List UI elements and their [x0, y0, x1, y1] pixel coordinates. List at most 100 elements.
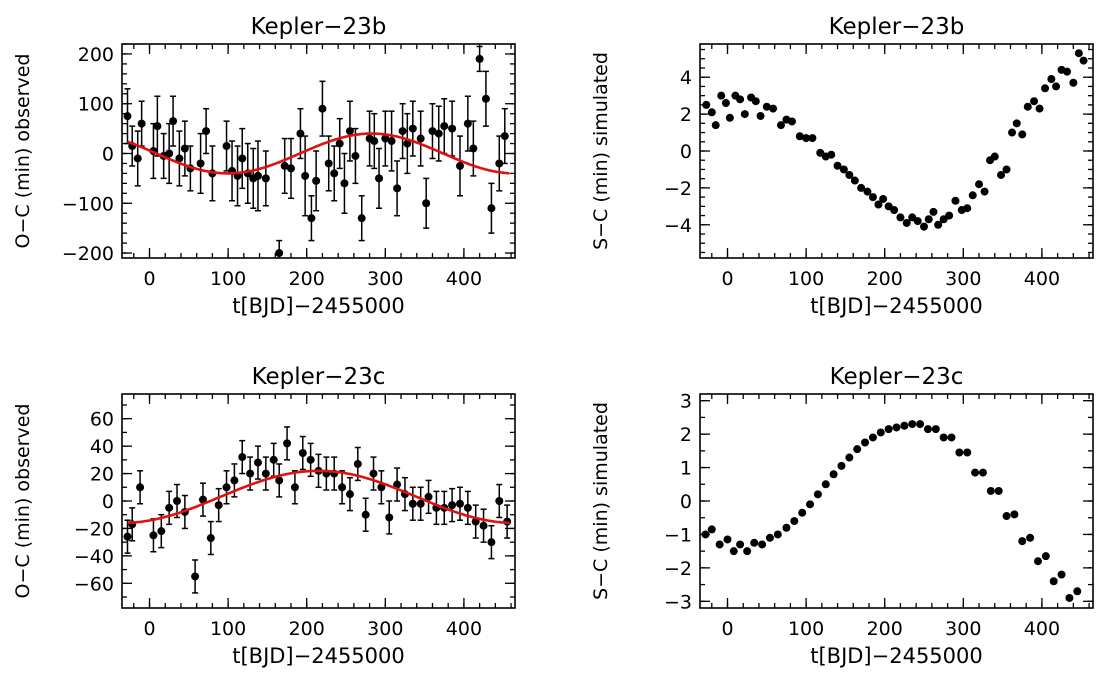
data-point: [931, 425, 940, 434]
x-tick-label: 100: [210, 618, 246, 640]
data-point: [729, 547, 738, 556]
x-tick-label: 100: [788, 268, 824, 290]
data-point: [994, 486, 1003, 495]
data-point: [290, 483, 299, 492]
chart-title: Kepler−23b: [251, 14, 387, 40]
data-point: [1026, 533, 1035, 542]
y-tick-label: −2: [664, 178, 692, 200]
data-point: [776, 121, 785, 130]
data-point: [136, 483, 145, 492]
data-point: [269, 455, 278, 464]
data-point: [393, 184, 402, 193]
chart-title: Kepler−23b: [829, 14, 965, 40]
data-point: [874, 200, 883, 209]
data-point: [1002, 512, 1011, 521]
data-point: [222, 142, 231, 151]
data-point: [821, 480, 830, 489]
data-point: [892, 423, 901, 432]
y-axis-label: S−C (min) simulated: [590, 52, 612, 250]
data-point: [1023, 102, 1032, 111]
data-point: [487, 538, 496, 547]
data-point: [440, 122, 449, 131]
y-tick-label: −200: [62, 243, 114, 265]
data-point: [137, 119, 146, 128]
data-point: [357, 214, 366, 223]
data-point: [861, 438, 870, 447]
y-tick-label: −40: [74, 546, 114, 568]
data-point: [345, 127, 354, 136]
y-tick-label: −4: [664, 215, 692, 237]
data-point: [238, 154, 247, 163]
data-point: [283, 439, 292, 448]
data-point: [280, 161, 289, 170]
data-point: [806, 500, 815, 509]
data-point: [455, 161, 464, 170]
data-point: [238, 453, 247, 462]
data-point: [340, 179, 349, 188]
data-point: [920, 222, 929, 231]
y-axis-label: O−C (min) observed: [12, 54, 34, 249]
data-point: [495, 159, 504, 168]
data-layer: [702, 49, 1088, 231]
data-point: [913, 217, 922, 226]
data-point: [986, 486, 995, 495]
y-axis-label: O−C (min) observed: [12, 404, 34, 599]
data-point: [422, 199, 431, 208]
data-point: [370, 137, 379, 146]
data-point: [968, 191, 977, 200]
x-axis-label: t[BJD]−2455000: [232, 294, 405, 318]
data-point: [721, 99, 730, 108]
data-point: [916, 420, 925, 429]
data-point: [275, 476, 284, 485]
y-tick-label: 2: [680, 104, 692, 126]
data-point: [133, 154, 142, 163]
x-tick-label: 300: [367, 268, 403, 290]
x-tick-label: 300: [945, 268, 981, 290]
data-point: [802, 134, 811, 143]
data-point: [707, 525, 716, 534]
data-point: [253, 171, 262, 180]
data-point: [448, 124, 457, 133]
data-layer: [123, 426, 512, 594]
y-tick-label: 4: [680, 67, 692, 89]
data-point: [736, 540, 745, 549]
data-layer: [701, 420, 1082, 602]
data-point: [1069, 78, 1078, 87]
data-point: [198, 495, 207, 504]
chart-title: Kepler−23c: [252, 364, 386, 390]
data-point: [963, 204, 972, 213]
y-tick-label: −1: [664, 524, 692, 546]
data-point: [324, 159, 333, 168]
data-point: [487, 204, 496, 213]
y-tick-label: −60: [74, 573, 114, 595]
y-tick-label: −100: [62, 193, 114, 215]
data-point: [868, 433, 877, 442]
data-point: [381, 134, 390, 143]
data-point: [298, 448, 307, 457]
data-point: [717, 91, 726, 100]
data-point: [261, 174, 270, 183]
data-point: [1041, 552, 1050, 561]
data-point: [398, 127, 407, 136]
data-point: [434, 129, 443, 138]
data-point: [908, 420, 917, 429]
data-point: [896, 213, 905, 222]
x-axis-label: t[BJD]−2455000: [810, 294, 983, 318]
x-tick-label: 200: [289, 618, 325, 640]
data-point: [345, 490, 354, 499]
data-point: [743, 547, 752, 556]
data-point: [222, 483, 231, 492]
data-point: [1047, 75, 1056, 84]
data-point: [924, 215, 933, 224]
data-point: [947, 433, 956, 442]
data-point: [951, 196, 960, 205]
data-point: [955, 448, 964, 457]
data-point: [375, 174, 384, 183]
data-point: [701, 530, 710, 539]
data-point: [275, 249, 284, 258]
data-point: [740, 110, 749, 119]
data-point: [306, 455, 315, 464]
data-point: [769, 104, 778, 113]
data-point: [790, 517, 799, 526]
